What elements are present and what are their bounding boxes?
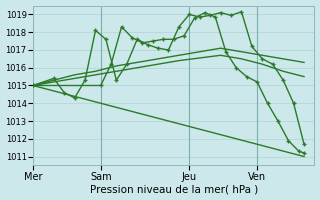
X-axis label: Pression niveau de la mer( hPa ): Pression niveau de la mer( hPa ) [90,184,258,194]
